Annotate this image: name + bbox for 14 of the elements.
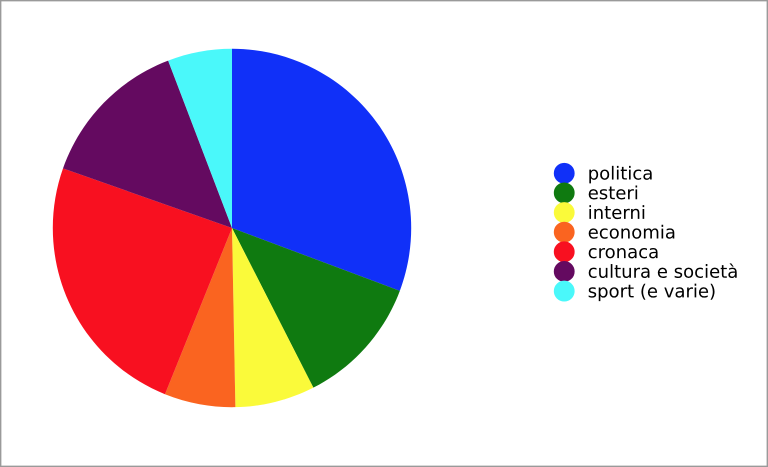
pie-slice <box>168 48 232 228</box>
pie-slice <box>52 168 232 394</box>
legend-label: sport (e varie) <box>588 284 715 302</box>
pie-slice <box>232 228 314 408</box>
legend-label: politica <box>589 166 652 184</box>
legend-label: esteri <box>588 185 638 200</box>
pie-slice <box>232 48 412 291</box>
pie-slice <box>164 228 236 408</box>
legend-label: economia <box>588 224 674 239</box>
pie-slice <box>232 228 400 388</box>
legend-label: interni <box>589 205 644 220</box>
legend-label: cronaca <box>588 248 658 258</box>
legend-label: cultura e società <box>588 263 737 278</box>
pie-slice <box>63 60 232 228</box>
